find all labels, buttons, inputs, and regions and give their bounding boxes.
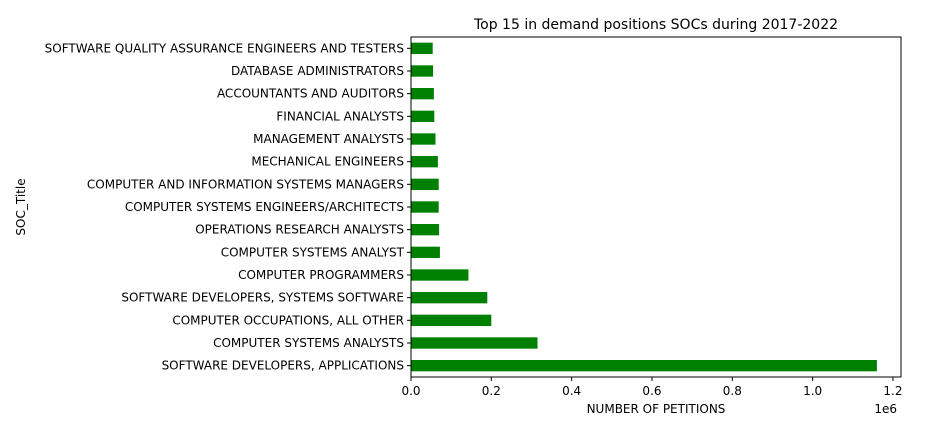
x-tick-label: 0.0 [401, 384, 420, 398]
bar [411, 133, 436, 145]
y-tick-label: DATABASE ADMINISTRATORS [231, 64, 404, 78]
y-tick-label: MANAGEMENT ANALYSTS [253, 132, 404, 146]
bar [411, 337, 538, 349]
bars-group [411, 42, 877, 372]
bar [411, 314, 492, 326]
x-tick-label: 0.4 [562, 384, 581, 398]
x-axis-offset-label: 1e6 [874, 402, 897, 416]
x-axis-ticks: 0.0 0.2 0.4 0.6 0.8 1.0 1.2 [401, 377, 903, 398]
y-tick-label: COMPUTER PROGRAMMERS [238, 268, 404, 282]
x-tick-label: 1.2 [883, 384, 902, 398]
x-tick-label: 0.2 [482, 384, 501, 398]
bar [411, 224, 440, 236]
y-tick-label: OPERATIONS RESEARCH ANALYSTS [195, 223, 404, 237]
bar [411, 201, 439, 213]
y-tick-label: SOFTWARE QUALITY ASSURANCE ENGINEERS AND… [45, 41, 404, 55]
y-tick-label: COMPUTER SYSTEMS ENGINEERS/ARCHITECTS [125, 200, 404, 214]
y-tick-label: ACCOUNTANTS AND AUDITORS [217, 87, 404, 101]
bar [411, 110, 435, 122]
plot-area-frame [410, 36, 902, 378]
y-tick-label: COMPUTER AND INFORMATION SYSTEMS MANAGER… [87, 177, 404, 191]
bar [411, 178, 439, 190]
chart-title: Top 15 in demand positions SOCs during 2… [473, 17, 838, 33]
y-tick-label: COMPUTER SYSTEMS ANALYST [221, 245, 405, 259]
x-tick-label: 1.0 [803, 384, 822, 398]
bar [411, 42, 433, 54]
bar [411, 246, 440, 258]
bar [411, 360, 877, 372]
bar [411, 269, 469, 281]
y-tick-label: COMPUTER OCCUPATIONS, ALL OTHER [172, 313, 404, 327]
y-tick-label: FINANCIAL ANALYSTS [276, 109, 404, 123]
y-tick-label: SOFTWARE DEVELOPERS, SYSTEMS SOFTWARE [121, 291, 404, 305]
x-tick-label: 0.8 [723, 384, 742, 398]
bar [411, 88, 434, 100]
x-axis-label: NUMBER OF PETITIONS [587, 402, 726, 416]
bar [411, 292, 488, 304]
bar [411, 156, 438, 168]
y-tick-label: SOFTWARE DEVELOPERS, APPLICATIONS [162, 359, 404, 373]
y-axis-ticks: SOFTWARE DEVELOPERS, APPLICATIONS COMPUTE… [45, 41, 411, 373]
bar [411, 65, 434, 77]
y-tick-label: COMPUTER SYSTEMS ANALYSTS [213, 336, 404, 350]
y-axis-label: SOC_Title [14, 178, 28, 235]
y-tick-label: MECHANICAL ENGINEERS [251, 155, 404, 169]
x-tick-label: 0.6 [642, 384, 661, 398]
